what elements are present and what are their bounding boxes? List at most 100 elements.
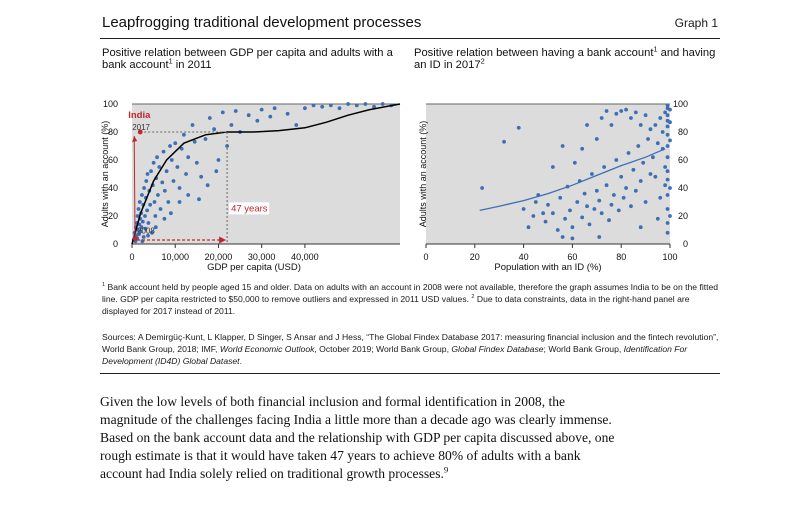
data-point — [480, 186, 485, 190]
data-point — [140, 219, 145, 224]
data-point — [173, 141, 178, 146]
data-point — [311, 103, 316, 108]
data-point — [655, 216, 660, 221]
data-point — [668, 186, 672, 190]
data-point — [192, 139, 197, 144]
data-point — [633, 110, 638, 115]
y-tick-label: 20 — [678, 211, 688, 221]
data-point — [614, 158, 619, 162]
data-point — [575, 200, 580, 204]
y-tick-label: 40 — [678, 183, 688, 193]
data-point — [665, 103, 670, 108]
data-point — [186, 193, 191, 197]
data-point — [619, 174, 624, 179]
data-point — [665, 124, 670, 129]
data-point — [372, 104, 376, 109]
fitted-line — [479, 148, 666, 212]
data-point — [143, 214, 147, 218]
data-point — [177, 186, 182, 190]
data-point — [665, 155, 670, 160]
data-point — [346, 102, 351, 106]
data-point — [151, 160, 156, 165]
data-point — [502, 139, 506, 144]
data-point — [594, 137, 599, 141]
y-tick-label: 20 — [108, 211, 118, 221]
y-tick-label: 0 — [113, 239, 118, 249]
data-point — [665, 132, 670, 137]
data-point — [156, 193, 160, 197]
india-label: India — [128, 110, 151, 121]
data-point — [246, 113, 251, 118]
data-point — [570, 225, 575, 230]
gap-label-box — [229, 202, 270, 215]
data-point — [179, 146, 184, 151]
data-point — [616, 208, 621, 213]
data-point — [660, 130, 665, 134]
india-2017-point — [137, 129, 143, 135]
data-point — [594, 188, 599, 193]
data-point — [604, 109, 609, 113]
y-tick-label: 40 — [108, 183, 118, 193]
data-point — [175, 165, 180, 169]
data-point — [629, 116, 633, 120]
year-2008-label: 2008 — [137, 226, 155, 235]
data-point — [294, 123, 299, 127]
data-point — [259, 107, 264, 112]
data-point — [633, 188, 638, 193]
top-rule — [100, 38, 720, 39]
data-point — [142, 186, 147, 190]
y-tick-label: 100 — [103, 99, 118, 109]
data-point — [597, 235, 602, 239]
data-point — [137, 200, 142, 204]
data-point — [171, 179, 176, 183]
body-paragraph: Given the low levels of both financial i… — [100, 394, 615, 481]
data-point — [580, 215, 585, 220]
data-point — [643, 113, 648, 118]
data-point — [665, 144, 670, 148]
data-point — [638, 225, 643, 230]
data-point — [550, 165, 555, 169]
left-scatter-chart: 0 10,000 20,000 30,000 40,000 0 20 40 60 80 100 GDP… — [100, 99, 401, 273]
y-tick-label: 60 — [678, 155, 688, 165]
x-tick-label: 40 — [519, 252, 529, 262]
data-point — [303, 106, 307, 111]
data-point — [155, 155, 159, 160]
data-point — [619, 109, 624, 113]
data-point — [146, 221, 151, 225]
data-point — [149, 169, 153, 174]
data-point — [599, 211, 604, 216]
data-point — [531, 214, 536, 218]
data-point — [145, 208, 150, 213]
year-2017-label: 2017 — [132, 123, 150, 132]
data-point — [220, 110, 225, 115]
data-point — [611, 193, 616, 197]
data-point — [197, 197, 201, 202]
data-point — [546, 202, 550, 207]
data-point — [658, 195, 663, 200]
data-point — [229, 123, 234, 127]
data-point — [160, 180, 165, 185]
x-tick-label: 0 — [423, 252, 428, 262]
data-point — [663, 110, 668, 115]
data-point — [599, 116, 604, 120]
data-point — [648, 127, 653, 132]
data-point — [205, 183, 210, 188]
data-point — [212, 127, 217, 132]
data-point — [272, 106, 277, 111]
data-point — [585, 204, 589, 209]
data-point — [149, 230, 154, 235]
y-axis-label: Adults with an account (%) — [418, 121, 428, 228]
y-tick-label: 0 — [683, 239, 688, 249]
bottom-rule — [100, 373, 720, 374]
data-point — [145, 172, 150, 176]
data-point — [560, 235, 565, 239]
x-tick-label: 80 — [616, 252, 626, 262]
data-point — [152, 200, 157, 204]
india-growth-arrow — [133, 135, 136, 239]
data-point — [363, 102, 368, 106]
data-point — [161, 149, 166, 154]
data-point — [629, 204, 633, 209]
plot-background — [132, 104, 400, 244]
data-point — [621, 195, 626, 200]
left-panel-title: Positive relation between GDP per capita… — [102, 47, 393, 71]
